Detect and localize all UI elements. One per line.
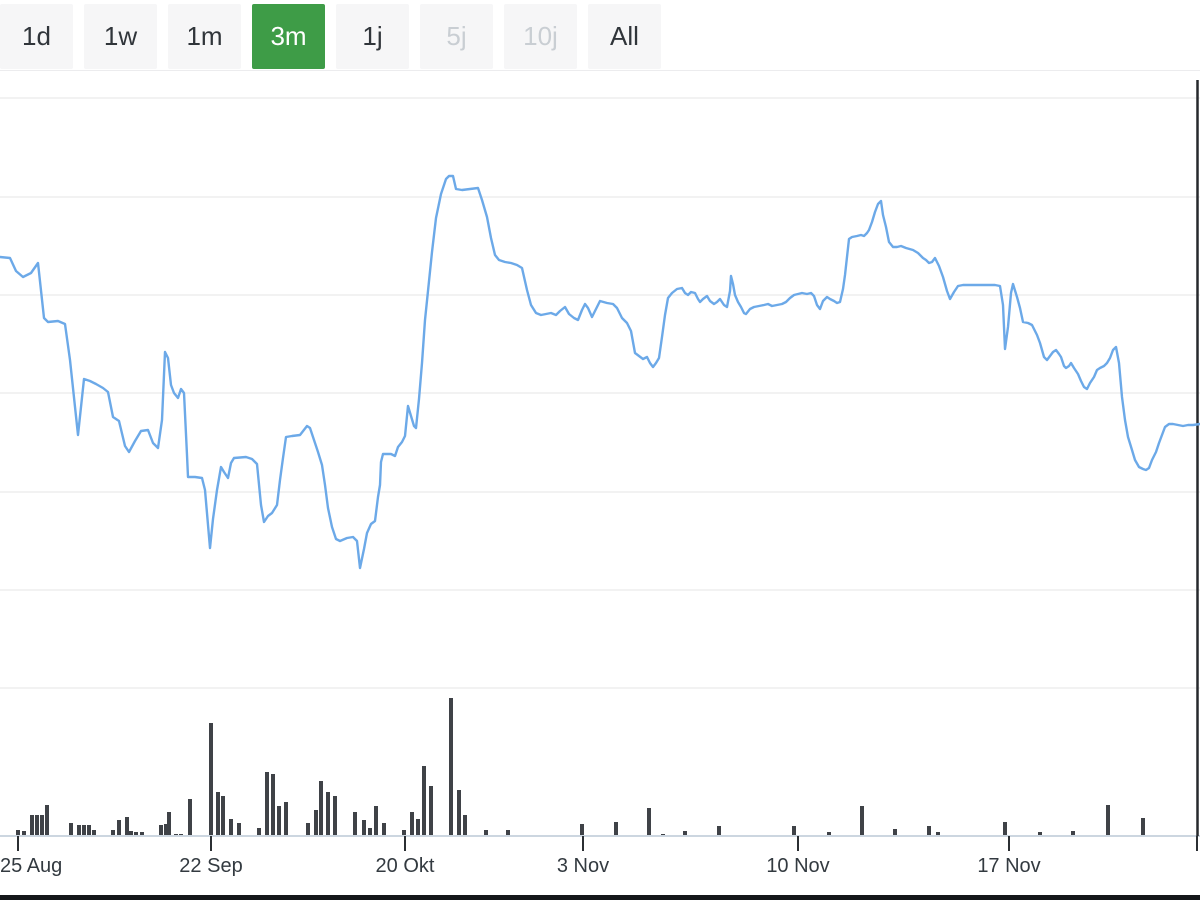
range-button-1w[interactable]: 1w [84, 4, 157, 69]
range-toolbar: 1d 1w 1m 3m 1j 5j 10j All [0, 0, 1200, 71]
x-axis-label: 3 Nov [557, 855, 609, 877]
volume-bars [16, 698, 1145, 836]
range-button-1j[interactable]: 1j [336, 4, 409, 69]
range-button-1m[interactable]: 1m [168, 4, 241, 69]
range-button-5j: 5j [420, 4, 493, 69]
price-line-series [0, 174, 1200, 570]
range-button-1d[interactable]: 1d [0, 4, 73, 69]
range-button-3m[interactable]: 3m [252, 4, 325, 69]
x-axis-label: 20 Okt [376, 855, 435, 877]
x-axis-label: 25 Aug [0, 855, 62, 877]
x-axis-ticks [17, 836, 1198, 851]
x-axis-label: 17 Nov [977, 855, 1040, 877]
range-button-10j: 10j [504, 4, 577, 69]
x-axis-label: 10 Nov [766, 855, 829, 877]
range-button-All[interactable]: All [588, 4, 661, 69]
x-axis-labels: 25 Aug 22 Sep 20 Okt 3 Nov 10 Nov 17 Nov [0, 855, 1041, 877]
gridlines [0, 97, 1200, 689]
bottom-divider [0, 895, 1200, 900]
x-axis-label: 22 Sep [179, 855, 242, 877]
